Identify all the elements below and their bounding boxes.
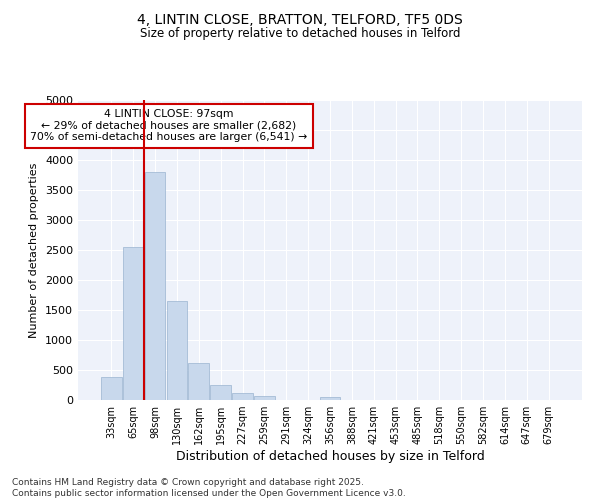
Bar [101,377,122,400]
Text: Size of property relative to detached houses in Telford: Size of property relative to detached ho… [140,28,460,40]
Text: 4, LINTIN CLOSE, BRATTON, TELFORD, TF5 0DS: 4, LINTIN CLOSE, BRATTON, TELFORD, TF5 0… [137,12,463,26]
Bar [320,397,340,400]
X-axis label: Distribution of detached houses by size in Telford: Distribution of detached houses by size … [176,450,484,463]
Bar [210,385,231,400]
Bar [123,247,143,400]
Bar [254,396,275,400]
Text: 4 LINTIN CLOSE: 97sqm
← 29% of detached houses are smaller (2,682)
70% of semi-d: 4 LINTIN CLOSE: 97sqm ← 29% of detached … [30,109,307,142]
Y-axis label: Number of detached properties: Number of detached properties [29,162,40,338]
Bar [188,362,209,400]
Bar [232,392,253,400]
Text: Contains HM Land Registry data © Crown copyright and database right 2025.
Contai: Contains HM Land Registry data © Crown c… [12,478,406,498]
Bar [145,172,166,400]
Bar [167,301,187,400]
